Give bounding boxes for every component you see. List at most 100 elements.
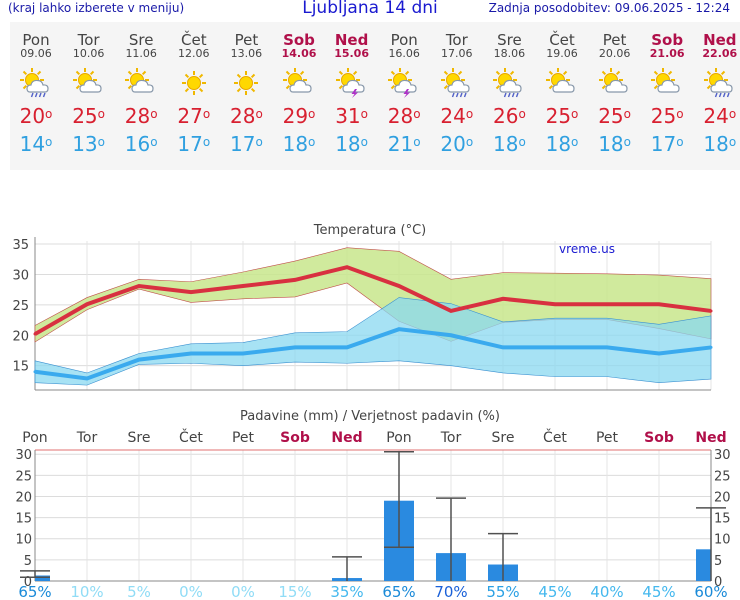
y-tick-label: 30 bbox=[12, 268, 29, 283]
sun-icon bbox=[181, 71, 206, 95]
day-label: Pet bbox=[596, 430, 619, 446]
temp-max: 25o bbox=[598, 104, 631, 128]
day-name: Sre bbox=[128, 31, 154, 49]
y-tick-label: 10 bbox=[15, 533, 32, 548]
precipitation-probability: 35% bbox=[330, 583, 363, 600]
forecast-strip: Pon 09.06 20o 14o Tor 10.06 25o 13o Sre 11.06 28o 1… bbox=[10, 22, 740, 170]
day-column: Ned 22.06 24o 18o bbox=[694, 22, 740, 156]
y-tick-label: 25 bbox=[12, 299, 29, 314]
day-column: Ned 15.06 31o 18o bbox=[326, 22, 378, 156]
sun-cloud-icon bbox=[598, 68, 628, 93]
temp-max: 28o bbox=[229, 104, 263, 128]
temp-max: 31o bbox=[335, 104, 368, 128]
y-tick-label-right: 5 bbox=[714, 554, 722, 569]
precipitation-probability: 60% bbox=[694, 583, 727, 600]
day-date: 09.06 bbox=[20, 47, 52, 60]
tmax-point bbox=[397, 284, 401, 288]
tmin-point bbox=[501, 345, 505, 349]
day-date: 16.06 bbox=[388, 47, 420, 60]
day-date: 14.06 bbox=[281, 47, 317, 60]
temp-max: 26o bbox=[492, 104, 526, 128]
day-date: 18.06 bbox=[493, 47, 526, 60]
day-label: Sob bbox=[644, 430, 674, 446]
temp-min: 18o bbox=[335, 132, 368, 156]
day-name: Sob bbox=[651, 31, 684, 49]
sun-icon bbox=[234, 71, 259, 95]
header: (kraj lahko izberete v meniju) Ljubljana… bbox=[0, 0, 740, 20]
day-label: Tor bbox=[76, 430, 98, 446]
y-tick-label-right: 15 bbox=[714, 512, 731, 527]
tmax-point bbox=[449, 309, 453, 313]
precipitation-probability: 45% bbox=[642, 583, 675, 600]
tmin-point bbox=[449, 333, 453, 337]
sun-cloud-icon bbox=[283, 68, 312, 93]
temp-min: 17o bbox=[650, 132, 684, 156]
sun-cloud-storm-icon bbox=[335, 68, 365, 98]
y-tick-label: 15 bbox=[15, 512, 32, 527]
precipitation-probability: 15% bbox=[278, 583, 311, 600]
day-label: Pon bbox=[386, 430, 411, 446]
precipitation-probability: 70% bbox=[434, 583, 467, 600]
day-name: Čet bbox=[549, 31, 575, 49]
day-date: 19.06 bbox=[546, 47, 578, 60]
last-updated: Zadnja posodobitev: 09.06.2025 - 12:24 bbox=[488, 1, 730, 15]
temp-max: 29o bbox=[282, 104, 316, 128]
temp-max: 20o bbox=[19, 104, 53, 128]
tmin-line bbox=[34, 327, 712, 381]
temp-max: 24o bbox=[440, 104, 474, 128]
day-date: 12.06 bbox=[178, 47, 210, 60]
day-column: Tor 17.06 24o 20o bbox=[431, 22, 483, 156]
y-tick-label: 25 bbox=[15, 469, 32, 484]
day-column: Pet 13.06 28o 17o bbox=[220, 22, 272, 156]
tmax-line bbox=[34, 265, 712, 336]
day-label: Sre bbox=[492, 430, 515, 446]
temp-max: 27o bbox=[177, 104, 211, 128]
precipitation-probability: 40% bbox=[590, 583, 623, 600]
tmax-point bbox=[137, 284, 141, 288]
day-name: Pet bbox=[234, 31, 259, 49]
tmax-point bbox=[605, 302, 609, 306]
day-name: Čet bbox=[181, 31, 207, 49]
day-date: 11.06 bbox=[125, 47, 157, 60]
day-label: Pet bbox=[232, 430, 255, 446]
temp-min: 17o bbox=[229, 132, 263, 156]
tmax-point bbox=[33, 332, 37, 336]
day-name: Tor bbox=[445, 31, 468, 49]
day-name: Sre bbox=[497, 31, 522, 49]
day-column: Pon 09.06 20o 14o bbox=[10, 22, 62, 156]
y-tick-label: 5 bbox=[24, 554, 32, 569]
tmax-point bbox=[501, 297, 505, 301]
day-name: Ned bbox=[703, 31, 737, 49]
y-tick-label-right: 20 bbox=[714, 490, 731, 505]
tmin-point bbox=[293, 345, 297, 349]
temp-max: 24o bbox=[703, 104, 737, 128]
tmin-point bbox=[137, 358, 141, 362]
precipitation-probability: 5% bbox=[127, 583, 151, 600]
precipitation-probability: 0% bbox=[179, 583, 203, 600]
tmax-point bbox=[293, 278, 297, 282]
temp-max: 25o bbox=[545, 104, 579, 128]
y-tick-label-right: 30 bbox=[714, 448, 731, 463]
day-date: 17.06 bbox=[441, 47, 473, 60]
day-column: Sre 11.06 28o 16o bbox=[115, 22, 167, 156]
precipitation-chart-title: Padavine (mm) / Verjetnost padavin (%) bbox=[240, 409, 500, 424]
tmin-point bbox=[657, 352, 661, 356]
tmax-point bbox=[345, 265, 349, 269]
temp-min: 14o bbox=[19, 132, 53, 156]
sun-cloud-icon bbox=[546, 68, 575, 93]
tmin-point bbox=[33, 370, 37, 374]
precipitation-chart: Padavine (mm) / Verjetnost padavin (%) Po… bbox=[15, 409, 731, 600]
menu-hint: (kraj lahko izberete v meniju) bbox=[8, 1, 185, 15]
day-name: Pet bbox=[602, 31, 627, 49]
day-column: Tor 10.06 25o 13o bbox=[63, 22, 115, 156]
y-tick-label: 20 bbox=[15, 490, 32, 505]
precipitation-probability: 10% bbox=[70, 583, 103, 600]
precipitation-bar bbox=[35, 575, 50, 581]
watermark: vreme.us bbox=[559, 242, 615, 256]
temp-max: 28o bbox=[387, 104, 421, 128]
temp-min: 17o bbox=[177, 132, 211, 156]
tmax-point bbox=[709, 309, 713, 313]
day-label: Sob bbox=[280, 430, 310, 446]
sun-cloud-storm-icon bbox=[388, 68, 417, 98]
y-tick-label-right: 10 bbox=[714, 533, 731, 548]
